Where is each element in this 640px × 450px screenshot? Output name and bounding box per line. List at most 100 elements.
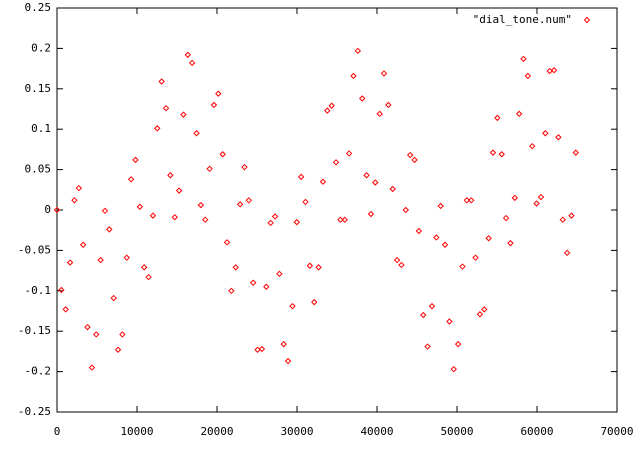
point	[489, 149, 497, 156]
x-tick-label: 30000	[280, 425, 313, 438]
point	[110, 294, 117, 302]
point	[297, 173, 305, 181]
plot-frame	[56, 7, 618, 413]
point	[319, 178, 327, 185]
point	[350, 72, 357, 80]
point	[568, 212, 575, 219]
point	[219, 151, 226, 158]
y-tick-label: 0.05	[25, 163, 52, 176]
point	[123, 254, 130, 261]
point	[511, 194, 519, 202]
point	[280, 340, 287, 348]
point	[376, 110, 383, 118]
point	[306, 262, 314, 269]
point	[140, 264, 148, 271]
y-tick-label: 0.1	[31, 122, 51, 135]
point	[389, 185, 396, 193]
point	[433, 234, 440, 241]
y-tick-label: 0.25	[25, 1, 52, 14]
point	[463, 197, 471, 204]
point	[467, 197, 475, 204]
point	[114, 346, 122, 353]
y-tick-label: -0.1	[25, 284, 52, 297]
point	[341, 216, 348, 223]
point	[533, 200, 540, 207]
point	[367, 210, 375, 218]
point	[328, 102, 335, 109]
point	[184, 51, 192, 59]
x-tick-label: 20000	[200, 425, 233, 438]
point	[520, 55, 527, 63]
point	[58, 286, 65, 294]
point	[258, 345, 266, 353]
point	[223, 239, 231, 246]
y-tick-label: -0.25	[18, 405, 51, 418]
point	[241, 163, 248, 171]
point	[315, 264, 322, 271]
x-tick-label: 40000	[360, 425, 393, 438]
point	[437, 202, 444, 210]
point	[358, 95, 366, 102]
point	[263, 283, 270, 290]
point	[236, 201, 244, 208]
legend-label: "dial_tone.num"	[473, 13, 572, 26]
point	[494, 114, 501, 122]
point	[88, 364, 96, 371]
point	[197, 201, 205, 209]
point	[232, 264, 239, 271]
point	[145, 273, 152, 281]
point	[498, 151, 505, 158]
point	[167, 172, 174, 179]
point	[428, 302, 436, 310]
point	[563, 249, 571, 257]
point	[372, 179, 379, 186]
point	[245, 197, 253, 204]
point	[393, 256, 401, 264]
point	[380, 70, 388, 77]
point	[411, 156, 418, 164]
point	[415, 227, 423, 235]
point	[481, 306, 488, 313]
point	[406, 151, 414, 159]
point	[441, 241, 449, 248]
point	[71, 197, 78, 204]
y-tick-label: 0.2	[31, 41, 51, 54]
point	[267, 219, 274, 227]
point	[149, 212, 157, 219]
x-tick-label: 0	[54, 425, 61, 438]
point	[385, 101, 392, 109]
point	[276, 270, 283, 278]
x-tick-label: 70000	[600, 425, 633, 438]
point	[398, 261, 405, 269]
point	[249, 279, 257, 286]
point	[529, 142, 536, 150]
point	[93, 331, 100, 338]
point	[75, 184, 83, 192]
y-tick-label: 0	[44, 203, 51, 216]
point	[507, 239, 514, 247]
point	[210, 101, 218, 109]
point	[454, 340, 462, 348]
point	[537, 193, 545, 201]
point	[158, 78, 165, 85]
point	[53, 206, 61, 214]
point	[302, 198, 309, 206]
point	[311, 298, 318, 306]
point	[127, 176, 135, 183]
point	[337, 216, 344, 223]
y-tick-label: -0.15	[18, 324, 51, 337]
y-tick-label: -0.2	[25, 365, 52, 378]
point	[363, 172, 370, 179]
point	[228, 287, 235, 295]
point	[271, 213, 279, 220]
point	[136, 203, 144, 210]
point	[119, 331, 126, 338]
point	[215, 90, 222, 97]
y-tick-label: -0.05	[18, 243, 51, 256]
point	[324, 107, 331, 114]
point	[193, 130, 200, 137]
point	[572, 149, 580, 156]
point	[175, 187, 183, 194]
x-tick-label: 10000	[120, 425, 153, 438]
